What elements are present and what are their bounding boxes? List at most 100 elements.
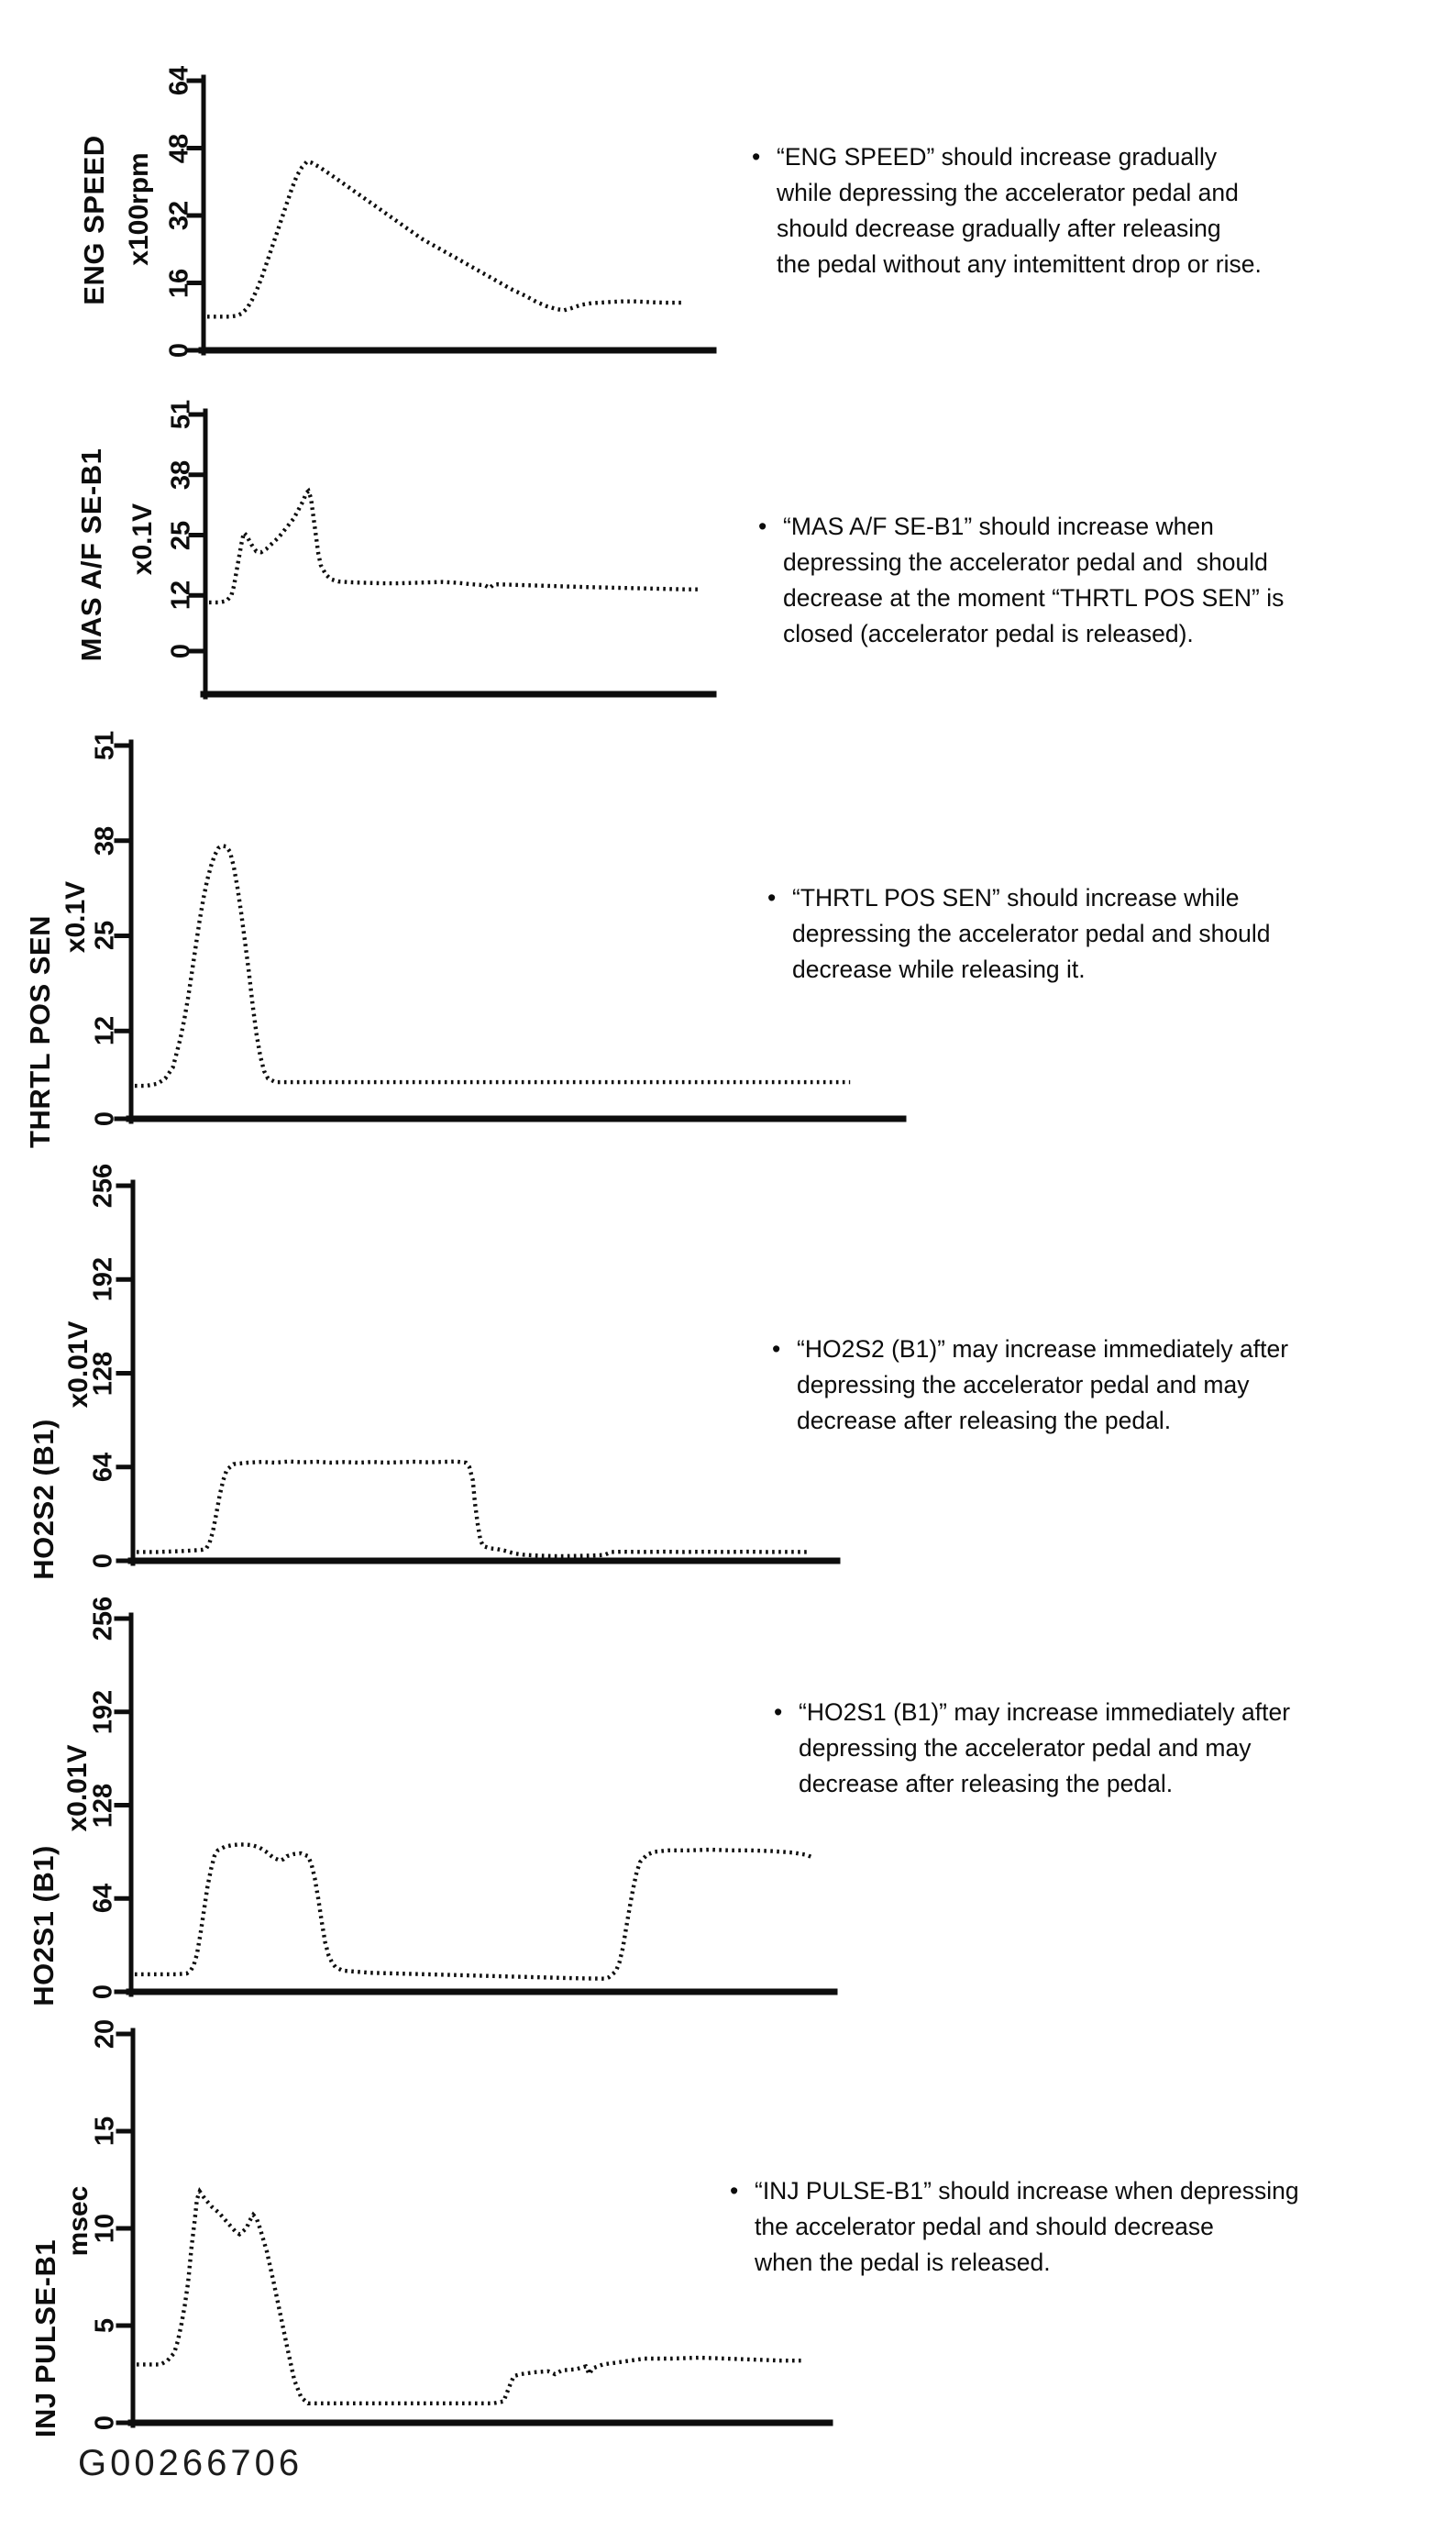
chart-4-name-label: HO2S2 (B1)	[28, 1419, 60, 1580]
chart-1-tick-label-64: 64	[164, 65, 194, 96]
chart-6-name-label: INJ PULSE-B1	[29, 2238, 61, 2438]
chart-6-tick-label-10: 10	[90, 2213, 120, 2244]
annotation-line: closed (accelerator pedal is released).	[758, 616, 1284, 652]
annotation-line: • “ENG SPEED” should increase gradually	[752, 139, 1262, 175]
annotation-line: • “MAS A/F SE-B1” should increase when	[758, 509, 1284, 545]
bullet-icon: •	[730, 2177, 739, 2205]
chart-1-tick-label-0: 0	[164, 342, 194, 359]
annotation-text: depressing the accelerator pedal and may	[799, 1734, 1252, 1762]
chart-1-name-label: ENG SPEED	[78, 135, 110, 305]
annotation-text: while depressing the accelerator pedal a…	[777, 179, 1239, 206]
annotation-line: depressing the accelerator pedal and may	[772, 1367, 1288, 1403]
chart-1-tick-label-32: 32	[164, 200, 194, 231]
annotation-line: while depressing the accelerator pedal a…	[752, 175, 1262, 211]
bullet-icon: •	[774, 1698, 783, 1726]
chart-5-tick-label-256: 256	[88, 1596, 118, 1641]
chart-3-tick-label-0: 0	[90, 1111, 120, 1127]
annotation-text: decrease after releasing the pedal.	[799, 1770, 1174, 1797]
annotation-text: the accelerator pedal and should decreas…	[755, 2213, 1214, 2240]
chart-6-trace	[137, 2186, 802, 2406]
chart-2-tick-label-12: 12	[166, 580, 196, 611]
annotation-line: decrease after releasing the pedal.	[774, 1766, 1290, 1802]
annotation-text: decrease at the moment “THRTL POS SEN” i…	[783, 584, 1285, 612]
annotation-3: • “THRTL POS SEN” should increase while de…	[767, 880, 1271, 988]
chart-2-unit-label: x0.1V	[127, 503, 158, 576]
chart-4-tick-label-0: 0	[88, 1553, 118, 1569]
chart-4-tick-label-256: 256	[88, 1163, 118, 1209]
annotation-line: • “THRTL POS SEN” should increase while	[767, 880, 1271, 916]
chart-6-tick-label-5: 5	[90, 2317, 120, 2334]
bullet-icon: •	[758, 513, 767, 540]
annotation-line: decrease after releasing the pedal.	[772, 1403, 1288, 1439]
chart-3-tick-label-38: 38	[90, 825, 120, 856]
chart-6-tick-label-20: 20	[90, 2018, 120, 2050]
annotation-line: • “HO2S2 (B1)” may increase immediately a…	[772, 1332, 1288, 1367]
bullet-icon: •	[772, 1335, 781, 1363]
bullet-icon: •	[752, 143, 761, 171]
annotation-text: “ENG SPEED” should increase gradually	[777, 143, 1218, 171]
annotation-line: the pedal without any intemittent drop o…	[752, 247, 1262, 282]
chart-3-tick-label-51: 51	[90, 730, 120, 761]
chart-4-tick-label-128: 128	[88, 1351, 118, 1396]
annotation-1: • “ENG SPEED” should increase gradually wh…	[752, 139, 1262, 282]
chart-3-trace	[135, 843, 851, 1089]
chart-1-trace	[207, 159, 684, 319]
chart-1-tick-label-48: 48	[164, 133, 194, 163]
annotation-line: • “INJ PULSE-B1” should increase when dep…	[730, 2173, 1299, 2209]
chart-5-tick-label-0: 0	[88, 1984, 118, 2000]
annotation-line: depressing the accelerator pedal and sho…	[758, 545, 1284, 580]
chart-4-tick-label-192: 192	[88, 1257, 118, 1302]
annotation-line: • “HO2S1 (B1)” may increase immediately a…	[774, 1695, 1290, 1730]
annotation-text: “MAS A/F SE-B1” should increase when	[783, 513, 1214, 540]
chart-1-unit-label: x100rpm	[124, 152, 154, 266]
chart-2-tick-label-38: 38	[166, 459, 196, 490]
chart-2-tick-label-51: 51	[166, 399, 196, 430]
annotation-line: depressing the accelerator pedal and may	[774, 1730, 1290, 1766]
annotation-text: decrease after releasing the pedal.	[797, 1407, 1172, 1434]
annotation-6: • “INJ PULSE-B1” should increase when dep…	[730, 2173, 1299, 2281]
chart-3-tick-label-12: 12	[90, 1016, 120, 1046]
chart-3-tick-label-25: 25	[90, 921, 120, 951]
figure-code: G00266706	[78, 2443, 303, 2483]
annotation-2: • “MAS A/F SE-B1” should increase when dep…	[758, 509, 1284, 652]
annotation-text: depressing the accelerator pedal and sho…	[783, 548, 1268, 576]
annotation-text: “INJ PULSE-B1” should increase when depr…	[755, 2177, 1299, 2205]
chart-2-tick-label-0: 0	[166, 643, 196, 659]
annotation-text: decrease while releasing it.	[792, 956, 1086, 983]
annotation-text: depressing the accelerator pedal and may	[797, 1371, 1250, 1398]
chart-2-tick-label-25: 25	[166, 520, 196, 550]
chart-5-name-label: HO2S1 (B1)	[28, 1845, 60, 2006]
chart-5-tick-label-64: 64	[88, 1884, 118, 1914]
annotation-5: • “HO2S1 (B1)” may increase immediately a…	[774, 1695, 1290, 1802]
chart-4-tick-label-64: 64	[88, 1452, 118, 1482]
chart-6-tick-label-0: 0	[90, 2415, 120, 2431]
chart-2-name-label: MAS A/F SE-B1	[75, 448, 107, 662]
annotation-line: depressing the accelerator pedal and sho…	[767, 916, 1271, 952]
annotation-text: the pedal without any intemittent drop o…	[777, 250, 1262, 278]
annotation-text: closed (accelerator pedal is released).	[783, 620, 1194, 647]
chart-5-trace	[135, 1842, 814, 1981]
annotation-text: depressing the accelerator pedal and sho…	[792, 920, 1271, 947]
annotation-text: should decrease gradually after releasin…	[777, 215, 1221, 242]
chart-5-tick-label-128: 128	[88, 1783, 118, 1828]
chart-6-tick-label-15: 15	[90, 2116, 120, 2147]
annotation-line: should decrease gradually after releasin…	[752, 211, 1262, 247]
chart-3-name-label: THRTL POS SEN	[24, 915, 56, 1148]
annotation-4: • “HO2S2 (B1)” may increase immediately a…	[772, 1332, 1288, 1439]
annotation-line: decrease at the moment “THRTL POS SEN” i…	[758, 580, 1284, 616]
chart-4-trace	[137, 1459, 808, 1559]
annotation-line: the accelerator pedal and should decreas…	[730, 2209, 1299, 2245]
annotation-text: “THRTL POS SEN” should increase while	[792, 884, 1240, 912]
chart-2-trace	[209, 487, 701, 605]
annotation-text: when the pedal is released.	[755, 2249, 1051, 2276]
annotation-line: decrease while releasing it.	[767, 952, 1271, 988]
chart-3-unit-label: x0.1V	[61, 880, 91, 954]
annotation-text: “HO2S1 (B1)” may increase immediately af…	[799, 1698, 1291, 1726]
chart-5-tick-label-192: 192	[88, 1689, 118, 1734]
annotation-text: “HO2S2 (B1)” may increase immediately af…	[797, 1335, 1289, 1363]
annotation-line: when the pedal is released.	[730, 2245, 1299, 2281]
bullet-icon: •	[767, 884, 777, 912]
chart-1-tick-label-16: 16	[164, 268, 194, 298]
